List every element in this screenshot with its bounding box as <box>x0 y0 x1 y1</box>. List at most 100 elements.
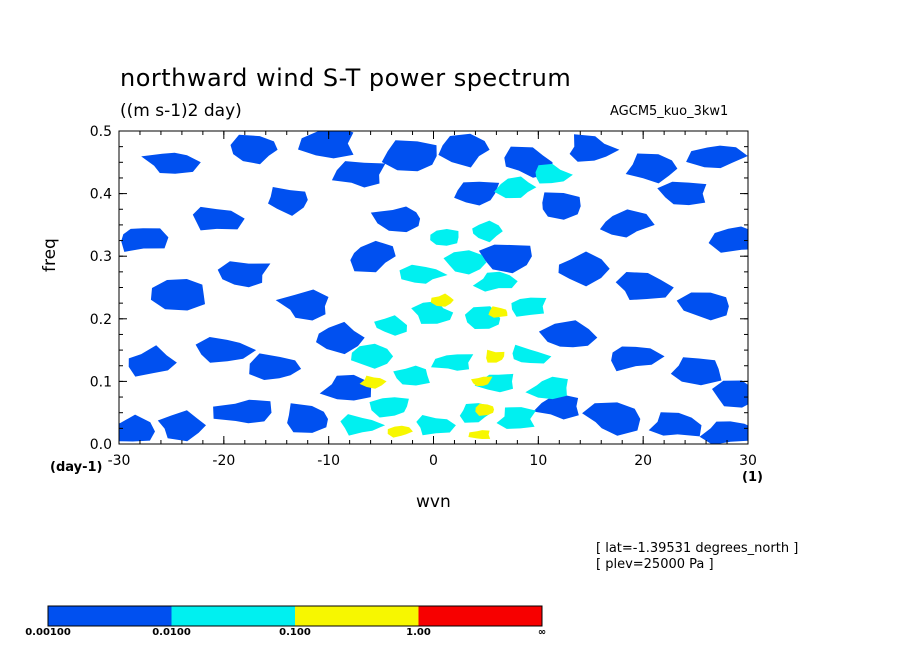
colorbar-frame <box>47 605 543 627</box>
cyan-contour-patch <box>340 414 386 436</box>
blue-contour-patch <box>192 206 245 231</box>
cyan-contour-patch <box>443 250 487 275</box>
blue-contour-patch <box>558 251 610 287</box>
blue-contour-patch <box>542 192 581 220</box>
blue-contour-patch <box>230 134 278 165</box>
blue-contour-patch <box>213 399 272 424</box>
colorbar-tick-label: ∞ <box>537 627 547 638</box>
cyan-contour-patch <box>472 220 503 243</box>
yellow-contour-patch <box>430 293 454 307</box>
blue-contour-patch <box>708 226 748 253</box>
blue-contour-patch <box>478 244 532 274</box>
yellow-contour-patch <box>359 375 387 389</box>
yellow-contour-patch <box>488 306 508 318</box>
blue-contour-patch <box>582 402 641 436</box>
x-axis-label: wvn <box>416 492 451 512</box>
cyan-contour-patch <box>511 297 547 317</box>
x-tick-label: 20 <box>634 453 652 469</box>
y-tick-label: 0.3 <box>90 249 112 265</box>
blue-contour-patch <box>686 145 748 169</box>
y-tick-label: 0.1 <box>90 374 112 390</box>
blue-contour-patch <box>195 337 257 363</box>
cyan-contour-patch <box>393 365 430 386</box>
blue-contour-patch <box>128 345 177 377</box>
colorbar-tick-label: 0.00100 <box>25 627 71 638</box>
blue-contour-patch <box>121 228 169 252</box>
cyan-contour-patch <box>399 264 448 284</box>
blue-contour-patch <box>625 153 678 184</box>
blue-contour-patch <box>150 279 205 311</box>
blue-contour-patch <box>381 140 437 172</box>
blue-contour-patch <box>454 181 500 206</box>
axes: -30 -20 -10 0 10 20 30 0.0 0.1 0.2 0.3 0.4 0.5 <box>90 124 757 469</box>
y-tick-label: 0.4 <box>90 187 112 203</box>
y-tick-label: 0.2 <box>90 312 112 328</box>
blue-contour-patch <box>657 181 707 206</box>
colorbar-tick-label: 0.0100 <box>152 627 191 638</box>
blue-contour-patch <box>319 374 372 401</box>
x-tick-label: -20 <box>212 453 235 469</box>
run-name: AGCM5_kuo_3kw1 <box>610 104 729 119</box>
blue-contour-patch <box>615 272 674 300</box>
blue-contour-patch <box>316 321 365 355</box>
cyan-contour-patch <box>416 415 456 436</box>
colorbar <box>47 605 543 627</box>
blue-contour-patch <box>676 292 729 321</box>
cyan-contour-patch <box>351 343 394 369</box>
cyan-contour-patch <box>496 407 536 429</box>
cyan-contour-patch <box>472 271 518 292</box>
x-tick-label: -10 <box>317 453 340 469</box>
cyan-contour-patch <box>535 163 573 184</box>
blue-contour-patch <box>119 414 155 442</box>
blue-contour-patch <box>141 152 201 174</box>
cyan-contour-patch <box>411 301 454 324</box>
blue-contour-patch <box>249 353 302 380</box>
blue-contour-patch <box>275 289 329 321</box>
blue-contour-patch <box>217 261 271 288</box>
blue-contour-patch <box>670 357 722 386</box>
blue-contour-patch <box>331 161 386 188</box>
x-axis-unit: (1) <box>742 470 763 485</box>
x-tick-label: 10 <box>529 453 547 469</box>
yellow-contour-patch <box>471 376 493 386</box>
cyan-contour-patch <box>494 176 537 199</box>
blue-contour-patch <box>438 133 490 168</box>
colorbar-segment <box>418 606 542 626</box>
cyan-contour-patch <box>430 229 459 246</box>
blue-contour-patch <box>370 206 421 233</box>
pressure-level-info: [ plev=25000 Pa ] <box>596 557 714 572</box>
blue-contour-patch <box>699 421 748 444</box>
cyan-contour-patch <box>525 376 568 400</box>
blue-contour-patch <box>538 320 598 348</box>
blue-contour-patch <box>569 134 620 162</box>
yellow-contour-patch <box>475 403 494 416</box>
blue-contour-patch <box>611 346 665 372</box>
blue-contour-patch <box>287 403 328 433</box>
blue-contour-patch <box>648 412 702 437</box>
cyan-contour-patch <box>512 344 552 364</box>
blue-contour-patch <box>157 410 206 442</box>
latitude-info: [ lat=-1.39531 degrees_north ] <box>596 541 799 556</box>
y-tick-label: 0.5 <box>90 124 112 140</box>
colorbar-tick-label: 0.100 <box>279 627 311 638</box>
colorbar-segment <box>171 606 295 626</box>
y-axis-unit: (day-1) <box>50 460 103 475</box>
spectrum-field <box>119 131 748 444</box>
y-tick-label: 0.0 <box>90 437 112 453</box>
blue-contour-patch <box>298 131 354 159</box>
yellow-contour-patch <box>387 425 413 438</box>
x-tick-label: 30 <box>739 453 757 469</box>
blue-contour-patch <box>268 187 308 216</box>
x-tick-label: -30 <box>108 453 131 469</box>
colorbar-tick-label: 1.00 <box>406 627 431 638</box>
cyan-contour-patch <box>369 397 409 418</box>
blue-contour-patch <box>533 394 579 420</box>
yellow-contour-patch <box>486 349 505 363</box>
colorbar-segment <box>48 606 172 626</box>
cyan-contour-patch <box>431 354 474 371</box>
blue-contour-patch <box>599 209 655 238</box>
blue-contour-patch <box>712 380 748 408</box>
chart-subtitle: ((m s-1)2 day) <box>120 101 242 121</box>
blue-contour-patch <box>350 240 396 273</box>
